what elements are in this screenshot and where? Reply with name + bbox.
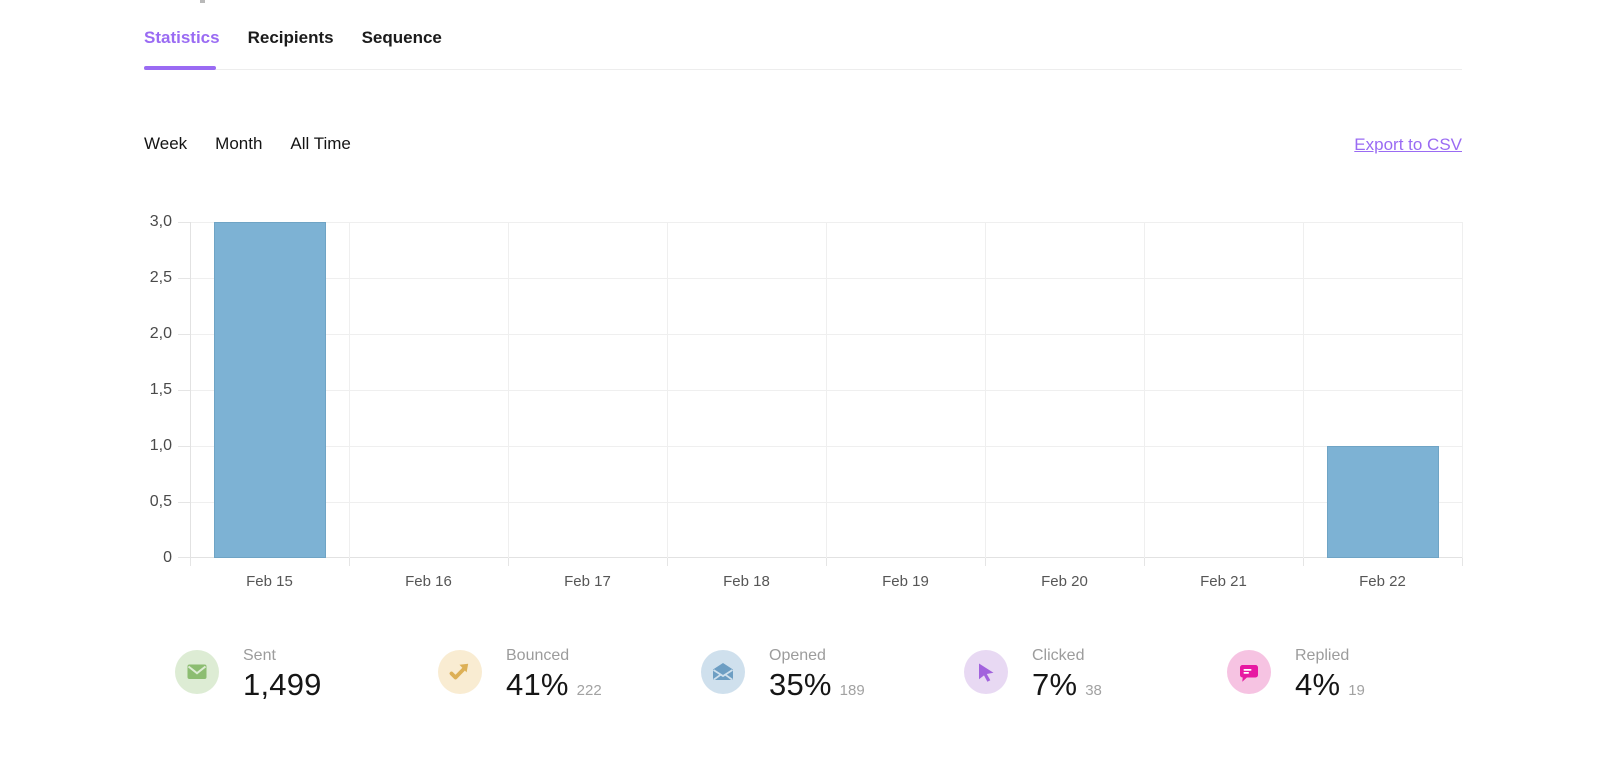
y-axis-line	[190, 222, 191, 558]
tab-bar: Statistics Recipients Sequence	[144, 28, 442, 48]
y-axis-label: 2,5	[149, 269, 172, 286]
filter-all-time[interactable]: All Time	[290, 134, 351, 153]
tabs-separator-line	[144, 69, 1462, 70]
y-axis-tick	[178, 557, 190, 558]
gridline-v	[826, 222, 827, 558]
x-axis-label: Feb 16	[405, 573, 452, 590]
x-axis-label: Feb 22	[1359, 573, 1406, 590]
opened-envelope-icon	[701, 650, 745, 694]
stat-clicked: Clicked 7% 38	[964, 646, 1227, 702]
bar-feb-15	[214, 222, 326, 558]
stat-bounced: Bounced 41% 222	[438, 646, 701, 702]
x-axis-tick	[985, 558, 986, 566]
gridline-v	[349, 222, 350, 558]
x-axis-label: Feb 15	[246, 573, 293, 590]
gridline-v	[985, 222, 986, 558]
y-axis-label: 1,5	[149, 381, 172, 398]
active-tab-underline	[144, 66, 216, 70]
stat-clicked-count: 38	[1085, 682, 1102, 699]
x-axis-tick	[349, 558, 350, 566]
x-axis-tick	[508, 558, 509, 566]
sent-envelope-icon	[175, 650, 219, 694]
x-axis-tick	[190, 558, 191, 566]
stat-sent: Sent 1,499	[175, 646, 438, 702]
stat-opened-count: 189	[839, 682, 865, 699]
x-axis-label: Feb 18	[723, 573, 770, 590]
y-axis-tick	[178, 222, 190, 223]
x-axis-tick	[1144, 558, 1145, 566]
x-axis-tick	[1462, 558, 1463, 566]
x-axis-tick	[1303, 558, 1304, 566]
stat-opened: Opened 35% 189	[701, 646, 964, 702]
stat-bounced-label: Bounced	[506, 647, 570, 664]
stat-sent-value: 1,499	[243, 667, 322, 702]
y-axis-label: 0,5	[149, 493, 172, 510]
filter-month[interactable]: Month	[215, 134, 263, 153]
gridline-v	[1303, 222, 1304, 558]
x-axis-label: Feb 21	[1200, 573, 1247, 590]
gridline-v	[1462, 222, 1463, 558]
y-axis-label: 2,0	[149, 325, 172, 342]
stats-summary-row: Sent 1,499 Bounced 41% 222	[175, 646, 1490, 702]
time-range-filters: Week Month All Time	[144, 133, 351, 155]
sent-emails-bar-chart: 3,0 2,5 2,0 1,5 1,0 0,5 0 Feb 15 Feb 16 Feb 17 Feb…	[150, 213, 1463, 590]
stat-sent-label: Sent	[243, 647, 276, 664]
stat-replied: Replied 4% 19	[1227, 646, 1490, 702]
x-axis-label: Feb 20	[1041, 573, 1088, 590]
replied-chat-bubble-icon	[1227, 650, 1271, 694]
y-axis-tick	[178, 390, 190, 391]
stat-opened-value: 35%	[769, 667, 832, 702]
tab-sequence[interactable]: Sequence	[361, 28, 442, 47]
stat-bounced-count: 222	[576, 682, 602, 699]
gridline-v	[1144, 222, 1145, 558]
stat-replied-label: Replied	[1295, 647, 1350, 664]
stat-clicked-label: Clicked	[1032, 647, 1085, 664]
export-to-csv-link[interactable]: Export to CSV	[1354, 135, 1462, 154]
stat-clicked-value: 7%	[1032, 667, 1078, 702]
stat-replied-count: 19	[1348, 682, 1365, 699]
stat-bounced-value: 41%	[506, 667, 569, 702]
gridline-v	[667, 222, 668, 558]
x-axis-tick	[667, 558, 668, 566]
y-axis-tick	[178, 502, 190, 503]
clicked-cursor-icon	[964, 650, 1008, 694]
y-axis-label: 0	[163, 549, 172, 566]
gridline-v	[508, 222, 509, 558]
cropped-content-artifact	[200, 0, 205, 3]
y-axis-tick	[178, 446, 190, 447]
stat-opened-label: Opened	[769, 647, 826, 664]
x-axis-label: Feb 17	[564, 573, 611, 590]
y-axis-label: 3,0	[149, 213, 172, 230]
y-axis-label: 1,0	[149, 437, 172, 454]
y-axis-tick	[178, 278, 190, 279]
bounced-arrow-icon	[438, 650, 482, 694]
bar-feb-22	[1327, 446, 1439, 558]
tab-statistics[interactable]: Statistics	[144, 28, 220, 47]
stat-replied-value: 4%	[1295, 667, 1341, 702]
x-axis-tick	[826, 558, 827, 566]
tab-recipients[interactable]: Recipients	[247, 28, 334, 47]
y-axis-tick	[178, 334, 190, 335]
filter-week[interactable]: Week	[144, 134, 188, 153]
x-axis-label: Feb 19	[882, 573, 929, 590]
